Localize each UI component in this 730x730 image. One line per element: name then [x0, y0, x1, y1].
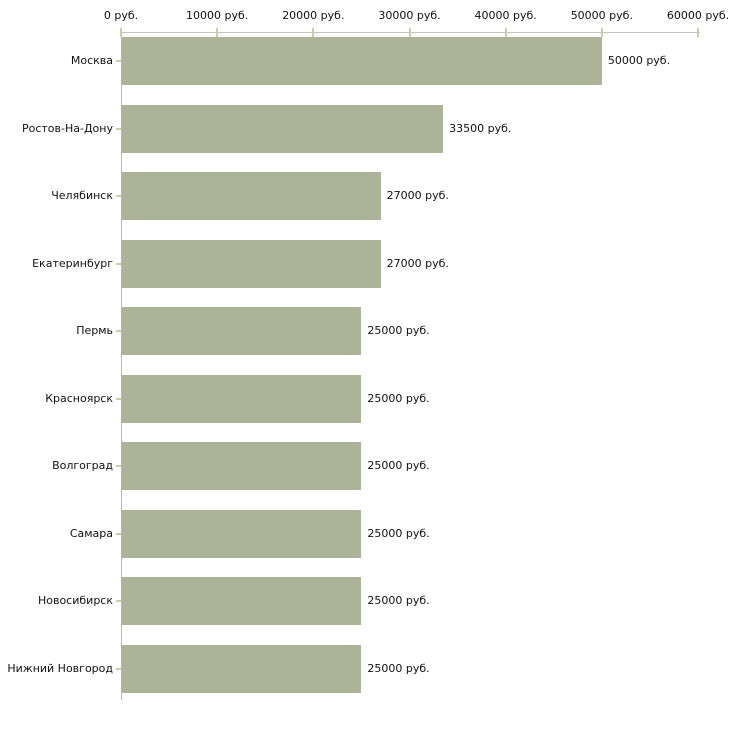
- x-axis-tick: [697, 28, 699, 37]
- category-tick: [116, 667, 121, 670]
- value-label: 25000 руб.: [367, 324, 430, 337]
- bar: [122, 442, 362, 490]
- category-tick: [116, 127, 121, 130]
- value-label: 25000 руб.: [367, 661, 430, 675]
- category-label: Екатеринбург: [32, 256, 113, 270]
- x-axis-tick: [216, 28, 219, 37]
- y-axis-line: [121, 32, 122, 700]
- x-axis-tick-label: 20000 руб.: [282, 9, 345, 22]
- category-tick: [116, 60, 121, 62]
- category-tick: [116, 397, 121, 400]
- x-axis-tick: [408, 28, 411, 37]
- value-label: 25000 руб.: [367, 459, 430, 472]
- category-tick: [116, 262, 121, 265]
- category-tick: [116, 330, 121, 332]
- x-axis-tick-label: 60000 руб.: [666, 9, 730, 22]
- value-label: 27000 руб.: [386, 189, 449, 202]
- x-axis-tick-label: 30000 руб.: [378, 9, 441, 22]
- x-axis-tick: [504, 28, 507, 37]
- bar: [122, 37, 602, 85]
- category-label: Волгоград: [52, 459, 113, 472]
- x-axis-tick: [600, 28, 603, 37]
- category-label: Нижний Новгород: [7, 661, 113, 675]
- bar: [122, 374, 362, 423]
- category-tick: [116, 532, 121, 535]
- category-label: Челябинск: [51, 189, 113, 202]
- category-label: Пермь: [76, 324, 113, 337]
- x-axis-tick-label: 10000 руб.: [186, 9, 249, 22]
- bar: [122, 577, 362, 625]
- value-label: 25000 руб.: [367, 391, 430, 405]
- value-label: 25000 руб.: [367, 526, 430, 540]
- bar: [122, 239, 381, 288]
- category-label: Москва: [70, 54, 113, 67]
- bar: [122, 172, 381, 220]
- category-tick: [116, 600, 121, 602]
- category-label: Новосибирск: [37, 594, 113, 607]
- category-label: Красноярск: [45, 391, 113, 405]
- category-tick: [116, 465, 121, 467]
- value-label: 33500 руб.: [449, 121, 512, 135]
- category-label: Самара: [69, 526, 113, 540]
- x-axis-tick-label: 50000 руб.: [570, 9, 633, 22]
- bar: [122, 644, 362, 693]
- bar: [122, 307, 362, 355]
- x-axis-line: [121, 32, 700, 33]
- value-label: 25000 руб.: [367, 594, 430, 607]
- value-label: 50000 руб.: [607, 54, 671, 67]
- bar: [122, 104, 444, 153]
- x-axis-tick-label: 40000 руб.: [474, 9, 537, 22]
- x-axis-tick: [120, 28, 122, 37]
- category-label: Ростов-На-Дону: [21, 121, 113, 135]
- category-tick: [116, 195, 121, 197]
- x-axis-tick-label: 0 руб.: [103, 9, 139, 22]
- bar: [122, 509, 362, 558]
- value-label: 27000 руб.: [386, 256, 449, 270]
- x-axis-tick: [312, 28, 315, 37]
